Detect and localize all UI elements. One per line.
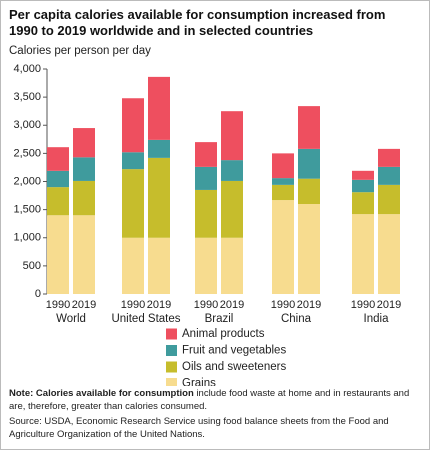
- y-tick-label: 2,000: [13, 175, 41, 187]
- y-tick-label: 0: [35, 288, 41, 300]
- bar-segment: [195, 189, 217, 238]
- x-tick-label: 1990: [46, 299, 70, 311]
- x-tick-label: 2019: [220, 299, 244, 311]
- x-tick-label: 2019: [147, 299, 171, 311]
- bar-segment: [148, 76, 170, 140]
- bar-segment: [221, 237, 243, 294]
- bar-segment: [73, 128, 95, 158]
- legend-swatch: [166, 361, 177, 373]
- y-axis-label: Calories per person per day: [9, 45, 151, 57]
- legend-label: Grains: [182, 378, 216, 386]
- bar-segment: [298, 204, 320, 294]
- note-bold: Calories available for consumption: [35, 388, 194, 399]
- bar-segment: [122, 237, 144, 294]
- bar-segment: [47, 215, 69, 294]
- note-text: include food waste at home and in restau…: [9, 388, 410, 412]
- bar-segment: [352, 179, 374, 193]
- group-label: United States: [111, 313, 180, 325]
- bar-segment: [47, 187, 69, 216]
- bar-segment: [378, 184, 400, 215]
- bar-segment: [272, 200, 294, 294]
- note-label: Note:: [9, 388, 34, 399]
- y-tick-label: 1,000: [13, 232, 41, 244]
- bar-segment: [122, 98, 144, 153]
- bar-segment: [298, 106, 320, 149]
- bar-segment: [221, 180, 243, 238]
- x-tick-label: 2019: [72, 299, 96, 311]
- x-tick-label: 1990: [351, 299, 375, 311]
- bar-segment: [352, 214, 374, 294]
- y-tick-label: 1,500: [13, 204, 41, 216]
- legend-swatch: [166, 345, 177, 356]
- chart-title: Per capita calories available for consum…: [9, 7, 386, 38]
- y-tick-label: 500: [23, 260, 41, 272]
- legend-swatch: [166, 328, 177, 340]
- x-tick-label: 2019: [297, 299, 321, 311]
- source: Source: USDA, Economic Research Service …: [9, 416, 389, 440]
- x-tick-label: 1990: [194, 299, 218, 311]
- group-label: Brazil: [205, 313, 234, 325]
- bar-segment: [378, 214, 400, 294]
- bar-segment: [122, 152, 144, 170]
- legend-label: Oils and sweeteners: [182, 361, 286, 373]
- bar-segment: [47, 147, 69, 171]
- bar-segment: [148, 139, 170, 158]
- y-tick-label: 4,000: [13, 63, 41, 75]
- note: Note: Calories available for consumption…: [9, 388, 423, 413]
- bar-segment: [352, 170, 374, 180]
- bar-segment: [272, 178, 294, 185]
- bar-segment: [378, 148, 400, 167]
- legend-label: Fruit and vegetables: [182, 345, 286, 357]
- bar-segment: [73, 180, 95, 216]
- bar-segment: [221, 111, 243, 161]
- bar-segment: [148, 157, 170, 238]
- bar-segment: [73, 215, 95, 294]
- legend-label: Animal products: [182, 328, 265, 340]
- plot: 0 500 1,000 1,500 2,000 2,500 3,000 3,500 4,000 1…: [13, 63, 401, 386]
- bar-segment: [272, 184, 294, 201]
- x-tick-label: 1990: [271, 299, 295, 311]
- notes: Note: Calories available for consumption…: [9, 388, 423, 444]
- bar-segment: [298, 178, 320, 204]
- y-tick-label: 2,500: [13, 147, 41, 159]
- bar-segment: [378, 166, 400, 185]
- x-tick-label: 2019: [377, 299, 401, 311]
- bar-segment: [195, 142, 217, 167]
- y-tick-label: 3,500: [13, 91, 41, 103]
- group-label: India: [364, 313, 390, 325]
- bar-segment: [122, 169, 144, 238]
- bar-segment: [47, 170, 69, 188]
- bar-segment: [221, 160, 243, 181]
- bar-segment: [73, 157, 95, 181]
- bar-segment: [272, 153, 294, 179]
- group-label: World: [56, 313, 86, 325]
- bar-segment: [298, 148, 320, 179]
- legend-swatch: [166, 378, 177, 386]
- y-tick-label: 3,000: [13, 119, 41, 131]
- x-tick-label: 1990: [121, 299, 145, 311]
- bar-segment: [195, 166, 217, 190]
- group-label: China: [281, 313, 312, 325]
- bar-segment: [195, 237, 217, 294]
- bar-segment: [352, 192, 374, 215]
- bar-segment: [148, 237, 170, 294]
